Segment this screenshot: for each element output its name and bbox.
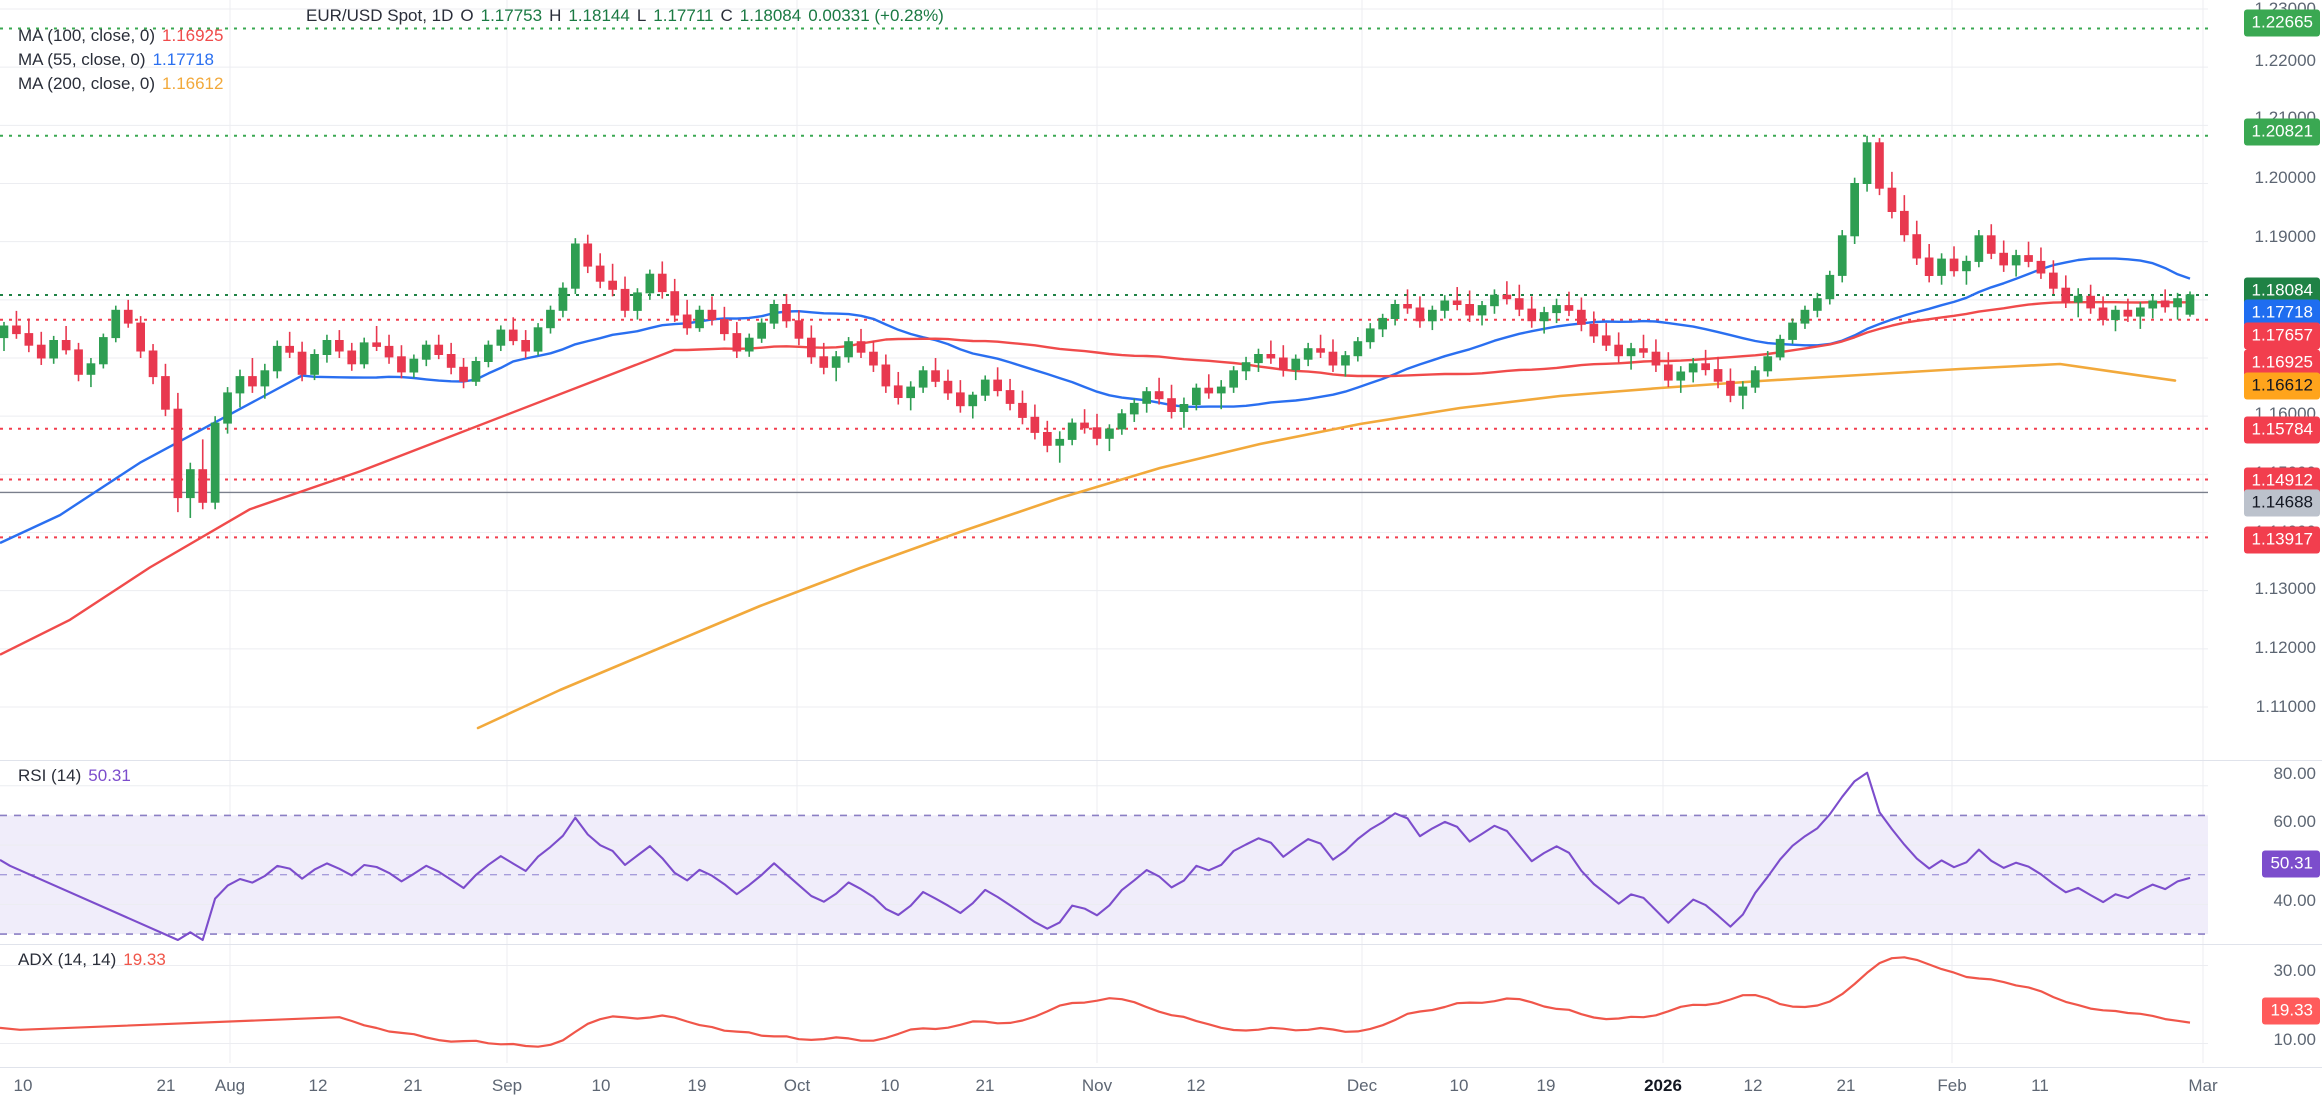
price-axis[interactable]: 1.230001.220001.210001.200001.190001.180… [2210,0,2322,1067]
ma200-value: 1.16612 [162,74,224,93]
rsi-value: 50.31 [88,766,131,785]
time-axis-tick: Mar [2188,1076,2218,1095]
price-axis-badge[interactable]: 1.16612 [2243,372,2320,400]
price-axis-tick: 1.11000 [2255,697,2316,716]
price-axis-tick: 60.00 [2273,812,2316,831]
legend-item-ma200[interactable]: MA (200, close, 0) 1.16612 [18,74,223,98]
time-axis-tick: 12 [1743,1076,1763,1095]
ohlc-high-key: H [549,6,562,25]
time-axis[interactable]: 10 21 Aug 12 21 Sep 10 19 Oct 10 21 Nov 12 Dec 10 19 202… [0,1067,2322,1100]
time-axis-tick: 2026 [1644,1076,1682,1095]
ohlc-open-value: 1.17753 [480,6,543,25]
ohlc-low-value: 1.17711 [653,6,714,25]
price-axis-badge[interactable]: 1.20821 [2243,118,2320,146]
time-axis-tick: 21 [403,1076,423,1095]
price-axis-badge[interactable]: 1.14688 [2243,489,2320,517]
price-axis-tick: 30.00 [2273,961,2316,980]
time-axis-tick: 10 [591,1076,611,1095]
time-axis-tick: Oct [783,1076,811,1095]
ma55-value: 1.17718 [152,50,215,69]
adx-legend[interactable]: ADX (14, 14) 19.33 [18,950,166,974]
ohlc-high-value: 1.18144 [568,6,630,25]
price-axis-badge[interactable]: 1.15784 [2243,416,2320,444]
adx-label: ADX (14, 14) [18,950,117,969]
time-axis-tick: Dec [1346,1076,1378,1095]
ma55-label: MA (55, close, 0) [18,50,146,69]
time-axis-tick: Nov [1081,1076,1113,1095]
ohlc-change: 0.00331 (+0.28%) [808,6,944,25]
price-axis-badge[interactable]: 1.17718 [2243,299,2320,327]
price-axis-tick: 10.00 [2273,1030,2316,1049]
price-axis-badge[interactable]: 50.31 [2262,850,2320,878]
price-axis-tick: 1.19000 [2254,227,2316,246]
adx-value: 19.33 [123,950,166,969]
price-axis-badge[interactable]: 1.17657 [2243,322,2320,350]
symbol-title: EUR/USD Spot, 1D [306,6,454,25]
symbol-legend[interactable]: EUR/USD Spot, 1D O 1.17753 H 1.18144 L 1.17… [306,6,944,30]
price-axis-tick: 1.13000 [2254,579,2316,598]
ohlc-low-key: L [636,6,647,25]
time-axis-tick: 10 [880,1076,900,1095]
ma100-value: 1.16925 [162,26,224,45]
time-axis-tick: Sep [491,1076,523,1095]
ma100-label: MA (100, close, 0) [18,26,156,45]
legend-item-ma100[interactable]: MA (100, close, 0) 1.16925 [18,26,223,50]
time-axis-tick: 11 [2031,1076,2049,1095]
price-axis-badge[interactable]: 1.22665 [2243,9,2320,37]
time-axis-tick: 10 [13,1076,33,1095]
price-axis-badge[interactable]: 1.16925 [2243,349,2320,377]
price-axis-tick: 1.12000 [2254,638,2316,657]
price-axis-badge[interactable]: 1.13917 [2243,526,2320,554]
time-axis-tick: Feb [1937,1076,1967,1095]
time-axis-tick: 12 [1186,1076,1206,1095]
legend-item-ma55[interactable]: MA (55, close, 0) 1.17718 [18,50,223,74]
time-axis-tick: 19 [1536,1076,1556,1095]
rsi-label: RSI (14) [18,766,82,785]
price-axis-tick: 40.00 [2273,891,2316,910]
time-axis-tick: 21 [975,1076,995,1095]
time-axis-tick: 21 [156,1076,176,1095]
pane-separator-rsi [0,760,2322,761]
price-axis-badge[interactable]: 19.33 [2262,997,2320,1025]
pane-separator-adx [0,944,2322,945]
price-axis-tick: 1.20000 [2254,168,2316,187]
price-axis-tick: 1.22000 [2254,51,2316,70]
ohlc-close-value: 1.18084 [739,6,802,25]
ohlc-close-key: C [720,6,733,25]
time-axis-tick: 10 [1449,1076,1469,1095]
rsi-legend[interactable]: RSI (14) 50.31 [18,766,131,790]
moving-average-legend: MA (100, close, 0) 1.16925 MA (55, close… [18,26,223,98]
time-axis-tick: 19 [687,1076,707,1095]
ma200-label: MA (200, close, 0) [18,74,156,93]
time-axis-tick: 12 [308,1076,328,1095]
time-axis-tick: 21 [1836,1076,1856,1095]
ohlc-open-key: O [460,6,474,25]
time-axis-tick: Aug [214,1076,246,1095]
price-axis-tick: 80.00 [2273,764,2316,783]
